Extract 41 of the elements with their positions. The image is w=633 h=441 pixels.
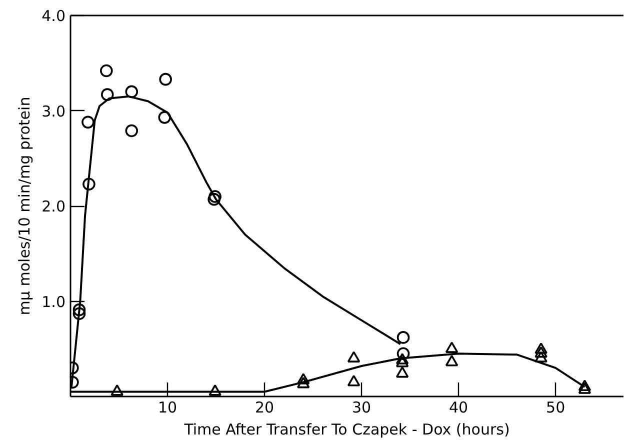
- y-tick-label: 1.0: [42, 292, 66, 311]
- x-tick-label: 30: [352, 398, 372, 416]
- point: [100, 64, 113, 78]
- point: [72, 303, 86, 316]
- point: [110, 384, 124, 396]
- point: [347, 374, 360, 386]
- point: [125, 85, 138, 98]
- point: [125, 124, 138, 138]
- point: [396, 356, 409, 368]
- point: [296, 376, 310, 388]
- x-tick-label: 20: [254, 398, 274, 416]
- point: [72, 307, 86, 320]
- point: [208, 384, 222, 396]
- x-tick-label: 50: [546, 398, 566, 416]
- point: [159, 72, 172, 86]
- y-axis-title: mμ moles/10 min/mg protein: [16, 96, 34, 316]
- point: [82, 116, 94, 129]
- point: [82, 178, 96, 190]
- point: [347, 351, 360, 362]
- point: [100, 88, 114, 101]
- point: [396, 353, 409, 364]
- point: [534, 342, 548, 354]
- point: [578, 382, 592, 394]
- point: [396, 366, 409, 378]
- y-tick-label: 3.0: [42, 102, 66, 120]
- y-tick-label: 4.0: [42, 7, 66, 25]
- point: [296, 373, 310, 384]
- point: [445, 354, 458, 366]
- point: [578, 380, 592, 392]
- x-tick-label: 10: [158, 398, 178, 416]
- point: [534, 346, 548, 358]
- point: [396, 331, 410, 344]
- point: [158, 111, 172, 124]
- x-axis-title: Time After Transfer To Czapek - Dox (hours): [183, 420, 510, 438]
- point: [208, 192, 220, 206]
- point: [534, 351, 548, 362]
- x-tick-label: 40: [449, 398, 468, 416]
- point: [396, 347, 410, 360]
- point: [208, 190, 222, 203]
- point: [445, 342, 458, 353]
- y-tick-label: 2.0: [42, 198, 66, 216]
